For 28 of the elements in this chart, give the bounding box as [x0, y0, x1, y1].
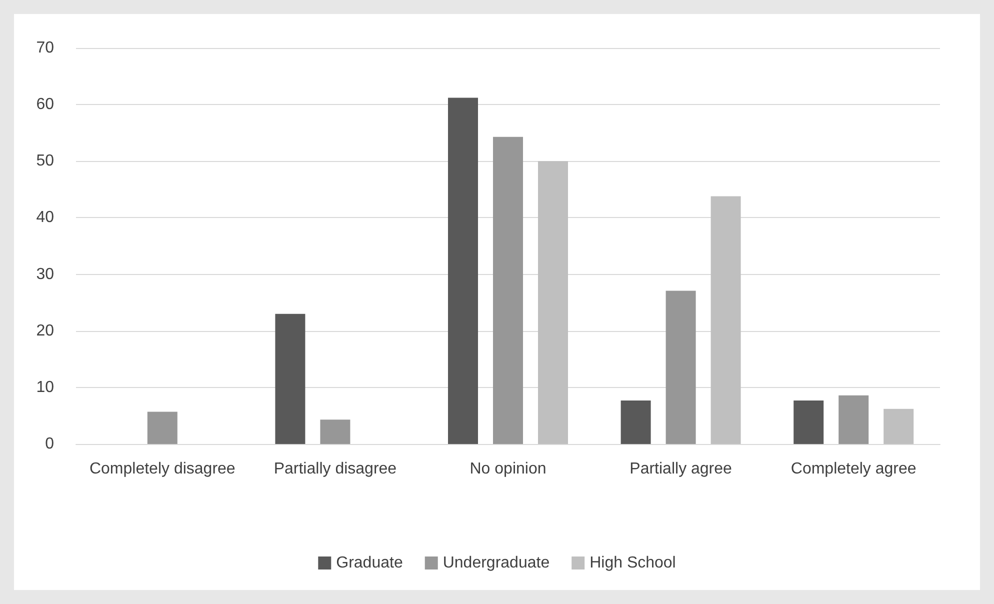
bar — [620, 400, 651, 444]
bar — [147, 412, 178, 444]
y-tick-label: 10 — [36, 378, 54, 396]
legend-label: Undergraduate — [442, 554, 550, 572]
bar — [538, 161, 568, 444]
y-tick-label: 50 — [36, 152, 54, 170]
bar — [838, 395, 869, 444]
legend-label: High School — [590, 554, 676, 572]
y-tick-label: 40 — [36, 209, 54, 226]
bar — [493, 136, 523, 444]
y-tick-label: 0 — [45, 436, 54, 452]
x-tick-label: Partially agree — [630, 460, 732, 478]
x-tick-label: Completely disagree — [89, 460, 236, 478]
legend-label: Graduate — [336, 554, 403, 572]
y-tick-label: 60 — [36, 96, 54, 114]
bar — [884, 408, 914, 444]
y-tick-label: 20 — [36, 322, 54, 340]
x-tick-label: No opinion — [470, 460, 546, 478]
y-tick-label: 30 — [36, 266, 54, 283]
y-tick-label: 70 — [36, 40, 54, 56]
x-tick-label: Partially disagree — [274, 460, 397, 478]
x-tick-label: Completely agree — [790, 460, 916, 478]
bar — [448, 98, 478, 444]
bar — [794, 400, 824, 444]
bar — [666, 290, 696, 444]
bar — [275, 314, 306, 444]
bar — [320, 420, 350, 444]
bar — [710, 196, 741, 444]
